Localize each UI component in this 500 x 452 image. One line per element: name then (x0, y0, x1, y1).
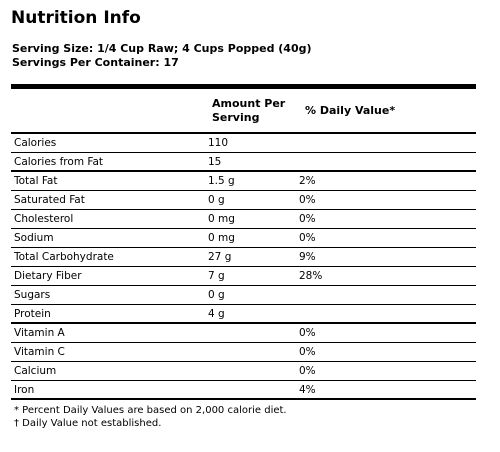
nutrient-amount: 27 g (208, 251, 232, 263)
nutrient-name: Protein (14, 308, 51, 320)
table-row: Cholesterol 0 mg 0% (11, 210, 476, 229)
nutrient-name: Sugars (14, 289, 51, 301)
top-thick-rule (11, 84, 476, 89)
table-row: Calories 110 (11, 134, 476, 153)
nutrient-name: Iron (14, 384, 35, 396)
nutrient-name: Vitamin C (14, 346, 65, 358)
nutrient-amount: 0 mg (208, 232, 235, 244)
nutrient-daily-value: 0% (299, 327, 316, 339)
table-row: Total Fat 1.5 g 2% (11, 172, 476, 191)
nutrient-daily-value: 28% (299, 270, 323, 282)
table-row: Calcium 0% (11, 362, 476, 381)
nutrient-daily-value: 0% (299, 213, 316, 225)
nutrient-amount: 1.5 g (208, 175, 235, 187)
table-row: Sugars 0 g (11, 286, 476, 305)
footnote-daily-values: * Percent Daily Values are based on 2,00… (14, 405, 287, 416)
nutrient-daily-value: 9% (299, 251, 316, 263)
nutrient-daily-value: 0% (299, 365, 316, 377)
footnote-not-established: † Daily Value not established. (14, 418, 162, 429)
amount-header-line1: Amount Per (212, 97, 286, 110)
nutrient-daily-value: 0% (299, 346, 316, 358)
amount-per-serving-header: Amount Per Serving (212, 97, 302, 125)
table-row: Sodium 0 mg 0% (11, 229, 476, 248)
nutrient-name: Dietary Fiber (14, 270, 82, 282)
nutrient-daily-value: 0% (299, 194, 316, 206)
nutrient-name: Calories from Fat (14, 156, 104, 168)
table-row: Total Carbohydrate 27 g 9% (11, 248, 476, 267)
nutrient-name: Cholesterol (14, 213, 74, 225)
table-row: Iron 4% (11, 381, 476, 400)
nutrient-amount: 15 (208, 156, 222, 168)
daily-value-header: % Daily Value* (305, 104, 396, 117)
nutrient-amount: 0 mg (208, 213, 235, 225)
nutrient-name: Total Carbohydrate (14, 251, 114, 263)
servings-per-container: Servings Per Container: 17 (12, 56, 179, 69)
nutrient-amount: 0 g (208, 289, 225, 301)
nutrient-name: Vitamin A (14, 327, 65, 339)
header-rule (11, 132, 476, 134)
table-row: Dietary Fiber 7 g 28% (11, 267, 476, 286)
nutrient-amount: 7 g (208, 270, 225, 282)
nutrient-amount: 0 g (208, 194, 225, 206)
table-row: Vitamin A 0% (11, 324, 476, 343)
nutrient-amount: 4 g (208, 308, 225, 320)
table-row: Vitamin C 0% (11, 343, 476, 362)
nutrition-table: Calories 110 Calories from Fat 15 Total … (11, 134, 476, 400)
nutrient-daily-value: 0% (299, 232, 316, 244)
nutrient-amount: 110 (208, 137, 229, 149)
nutrition-title: Nutrition Info (11, 8, 141, 28)
nutrient-name: Calories (14, 137, 57, 149)
serving-size: Serving Size: 1/4 Cup Raw; 4 Cups Popped… (12, 42, 312, 55)
nutrient-name: Total Fat (14, 175, 58, 187)
nutrient-name: Sodium (14, 232, 54, 244)
nutrient-name: Calcium (14, 365, 57, 377)
table-row: Calories from Fat 15 (11, 153, 476, 172)
nutrient-daily-value: 4% (299, 384, 316, 396)
table-row: Saturated Fat 0 g 0% (11, 191, 476, 210)
nutrient-daily-value: 2% (299, 175, 316, 187)
table-row: Protein 4 g (11, 305, 476, 324)
amount-header-line2: Serving (212, 111, 260, 124)
nutrient-name: Saturated Fat (14, 194, 85, 206)
